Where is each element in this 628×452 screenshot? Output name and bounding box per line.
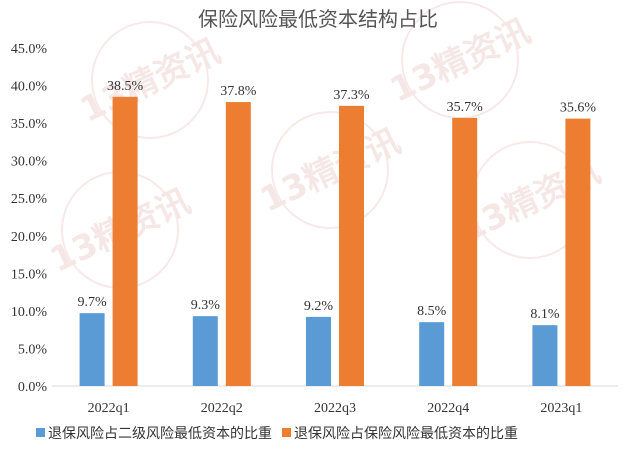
- watermark-text: 13精资讯: [254, 121, 406, 220]
- data-label: 9.7%: [78, 295, 108, 310]
- data-label: 37.8%: [220, 84, 257, 99]
- watermark-ring: [61, 171, 179, 289]
- watermark-ring: [91, 21, 209, 139]
- x-tick-label: 2022q3: [314, 401, 356, 416]
- data-label: 35.7%: [447, 100, 484, 115]
- y-tick-label: 15.0%: [11, 267, 48, 282]
- watermark-ring: [401, 1, 519, 119]
- bar: [532, 325, 558, 386]
- watermark-text: 13精资讯: [74, 31, 226, 130]
- legend-swatch: [36, 428, 45, 437]
- bars-layer: [79, 96, 591, 387]
- x-axis: 2022q1 2022q2 2022q3 2022q4 2023q1: [52, 385, 618, 416]
- x-tick-label: 2022q2: [201, 401, 243, 416]
- y-tick-label: 40.0%: [11, 80, 48, 95]
- y-axis: 0.0% 5.0% 10.0% 15.0% 20.0% 25.0% 30.0% 35.0% 40…: [11, 42, 48, 395]
- y-tick-label: 35.0%: [11, 117, 48, 132]
- bar: [452, 117, 478, 386]
- bar: [565, 118, 591, 387]
- bar: [339, 105, 364, 386]
- bar: [192, 316, 218, 386]
- bar: [306, 316, 331, 386]
- chart-title: 保险风险最低资本结构占比: [198, 7, 438, 31]
- bar: [419, 322, 445, 386]
- y-tick-label: 5.0%: [18, 342, 48, 357]
- y-tick-label: 30.0%: [11, 155, 48, 170]
- y-tick-label: 0.0%: [18, 380, 48, 395]
- legend-label: 退保风险占保险风险最低资本的比重: [294, 426, 518, 442]
- y-tick-label: 20.0%: [11, 230, 48, 245]
- y-tick-label: 25.0%: [11, 192, 48, 207]
- data-label: 8.1%: [530, 307, 560, 322]
- bar: [112, 96, 138, 387]
- y-tick-label: 10.0%: [11, 305, 48, 320]
- x-tick-label: 2023q1: [540, 401, 582, 416]
- data-label: 8.5%: [417, 304, 447, 319]
- legend: 退保风险占二级风险最低资本的比重 退保风险占保险风险最低资本的比重: [36, 426, 518, 442]
- data-label: 37.3%: [333, 88, 370, 103]
- legend-swatch: [282, 428, 291, 437]
- data-label: 38.5%: [107, 79, 144, 94]
- y-tick-label: 45.0%: [11, 42, 48, 57]
- bar: [79, 313, 105, 386]
- data-labels-layer: 9.7% 9.3% 9.2% 8.5% 8.1% 38.5% 37.8% 37.3% 35.7%…: [78, 79, 597, 322]
- data-label: 9.3%: [191, 298, 221, 313]
- legend-label: 退保风险占二级风险最低资本的比重: [48, 426, 272, 442]
- watermark-stamp: 13精资讯: [254, 111, 407, 229]
- data-label: 9.2%: [304, 299, 334, 314]
- data-label: 35.6%: [560, 101, 597, 116]
- bar: [225, 102, 251, 386]
- x-tick-label: 2022q1: [88, 401, 130, 416]
- x-tick-label: 2022q4: [427, 401, 469, 416]
